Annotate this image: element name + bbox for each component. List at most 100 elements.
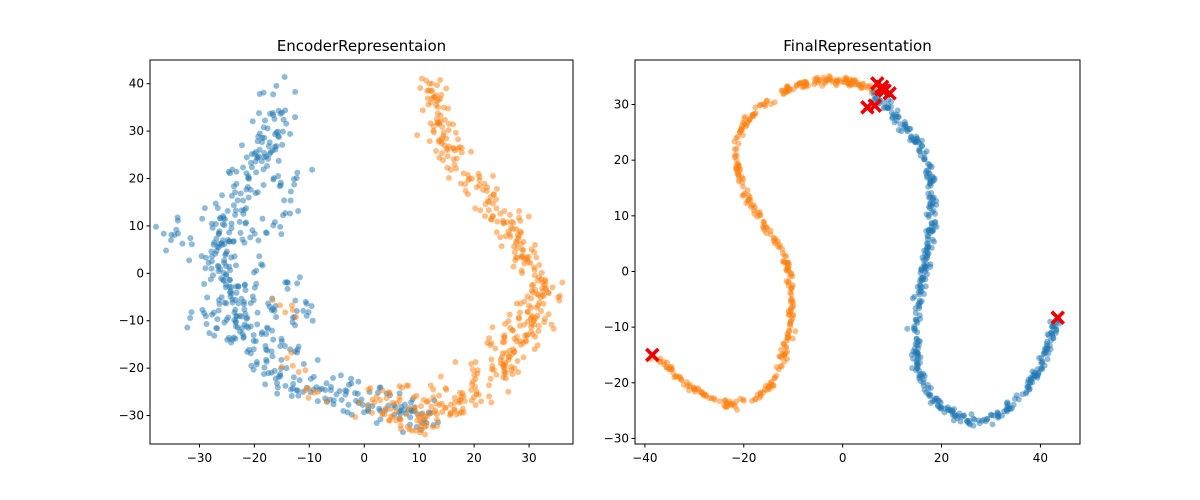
encoder-plot-series-0-point-435 [295,208,302,214]
encoder-plot-series-1-point-355 [538,269,545,276]
encoder-plot-series-0-point-307 [278,356,285,363]
encoder-plot-series-1-point-51 [505,388,512,395]
final-plot-series-0-point-338 [864,84,871,91]
encoder-plot-series-0-point-406 [295,343,302,350]
encoder-plot-series-1-point-157 [493,205,500,212]
encoder-plot-series-0-point-18 [355,378,362,385]
encoder-plot-series-1-point-246 [388,413,395,420]
final-plot-series-0-point-366 [780,340,787,347]
encoder-plot-series-0-point-276 [352,389,359,396]
encoder-plot-series-1-point-46 [393,408,400,415]
encoder-plot-series-1-point-421 [443,386,450,393]
encoder-plot-series-1-point-280 [487,194,494,201]
encoder-plot-series-0-point-329 [223,281,229,288]
final-plot-y-tick-label-5: 20 [614,153,629,167]
final-plot-series-1-point-177 [910,355,917,362]
encoder-plot-series-1-point-234 [430,123,437,130]
final-plot-series-0-point-373 [746,116,753,123]
encoder-plot-series-0-point-280 [233,262,240,269]
encoder-plot-series-0-point-440 [294,169,301,176]
encoder-plot-series-0-point-182 [198,253,205,260]
encoder-plot-series-1-point-446 [528,295,535,302]
encoder-plot-series-0-point-77 [245,194,252,201]
encoder-plot-series-0-point-485 [308,303,315,310]
encoder-plot-series-0-point-103 [282,382,289,389]
encoder-plot-points [152,73,566,438]
final-plot-series-1-point-417 [912,325,918,332]
final-plot-ticks: −40 −20 0 20 40 −30 −20 −10 0 10 20 30 [604,98,1048,465]
encoder-plot-series-1-point-175 [505,228,512,235]
encoder-plot-series-1-point-99 [489,173,496,179]
encoder-plot-series-0-point-459 [242,220,249,227]
encoder-plot-series-0-point-330 [210,241,217,248]
final-plot-series-0-point-250 [757,102,763,109]
encoder-plot-series-1-point-258 [533,254,540,261]
final-plot-series-1-point-269 [929,236,936,243]
encoder-plot-series-1-point-287 [430,129,437,136]
encoder-plot-series-1-point-278 [426,80,433,87]
final-plot-x-tick-label-2: 0 [839,451,847,465]
final-plot-series-1-point-353 [922,276,929,283]
encoder-plot-series-1-point-372 [531,249,538,256]
final-plot-series-1-point-380 [951,411,958,418]
final-plot-series-0-point-173 [716,398,723,405]
encoder-plot-series-0-point-437 [287,210,294,217]
encoder-plot-series-0-point-449 [274,128,281,135]
encoder-plot-series-1-point-312 [489,200,496,207]
encoder-plot-series-1-point-462 [500,361,507,368]
encoder-plot-series-1-point-334 [468,175,475,182]
final-plot-series-0-point-372 [683,378,690,385]
encoder-plot-series-0-point-299 [263,358,270,365]
encoder-plot-series-0-point-472 [238,295,245,302]
final-plot-y-tick-label-0: −30 [604,431,629,445]
encoder-plot-series-0-point-376 [188,309,195,316]
encoder-plot-series-1-point-362 [397,422,404,429]
encoder-plot-series-0-point-39 [230,202,237,209]
encoder-plot-series-1-point-428 [507,324,514,331]
encoder-plot-series-1-point-457 [487,342,494,349]
encoder-plot-series-0-point-197 [288,393,295,400]
encoder-plot-series-1-point-228 [373,393,380,400]
encoder-plot-series-1-point-455 [499,339,506,346]
encoder-plot-series-0-point-66 [253,169,260,176]
final-plot-series-0-point-329 [762,103,769,110]
encoder-plot-series-1-point-302 [450,121,457,128]
encoder-plot-series-1-point-167 [456,399,463,406]
encoder-plot-series-1-point-445 [539,279,546,286]
encoder-plot-series-0-point-454 [276,183,283,190]
encoder-plot-series-1-point-15 [497,234,504,241]
encoder-plot-series-0-point-230 [293,387,300,394]
encoder-plot-series-0-point-247 [243,323,250,330]
encoder-plot-series-1-point-365 [356,399,363,406]
encoder-plot-series-1-point-216 [535,322,542,329]
encoder-plot-x-tick-label-5: 20 [466,451,481,465]
final-plot-series-0-point-323 [767,231,774,238]
final-plot-series-1-point-362 [926,205,933,212]
encoder-plot-series-1-point-311 [438,138,445,145]
encoder-plot-series-1-point-159 [515,369,522,376]
encoder-plot-series-1-point-461 [501,365,508,372]
encoder-plot-series-0-point-98 [223,300,230,307]
final-plot-series-0-point-375 [757,392,764,399]
final-plot-series-0-point-292 [734,406,741,413]
encoder-plot-series-0-point-178 [264,155,271,162]
encoder-plot-series-1-point-275 [507,233,514,240]
encoder-plot-series-1-point-294 [352,413,359,420]
encoder-plot-series-0-point-134 [256,90,263,97]
encoder-plot-series-1-point-443 [559,279,566,286]
encoder-plot-series-0-point-442 [291,181,298,188]
encoder-plot-series-1-point-389 [302,367,309,374]
final-plot-series-0-point-322 [673,373,680,380]
encoder-plot-series-1-point-276 [414,417,421,424]
encoder-plot-series-1-point-91 [387,405,394,412]
encoder-plot-series-0-point-346 [261,364,268,371]
encoder-plot-series-0-point-484 [303,300,310,307]
encoder-plot-series-0-point-295 [230,183,237,190]
encoder-plot-series-1-point-125 [482,213,489,220]
encoder-plot-series-1-point-83 [414,132,421,139]
encoder-plot-series-1-point-284 [443,135,450,142]
encoder-plot-series-1-point-358 [455,136,462,143]
encoder-plot-series-0-point-199 [224,207,231,214]
encoder-plot-series-1-point-121 [508,218,515,225]
